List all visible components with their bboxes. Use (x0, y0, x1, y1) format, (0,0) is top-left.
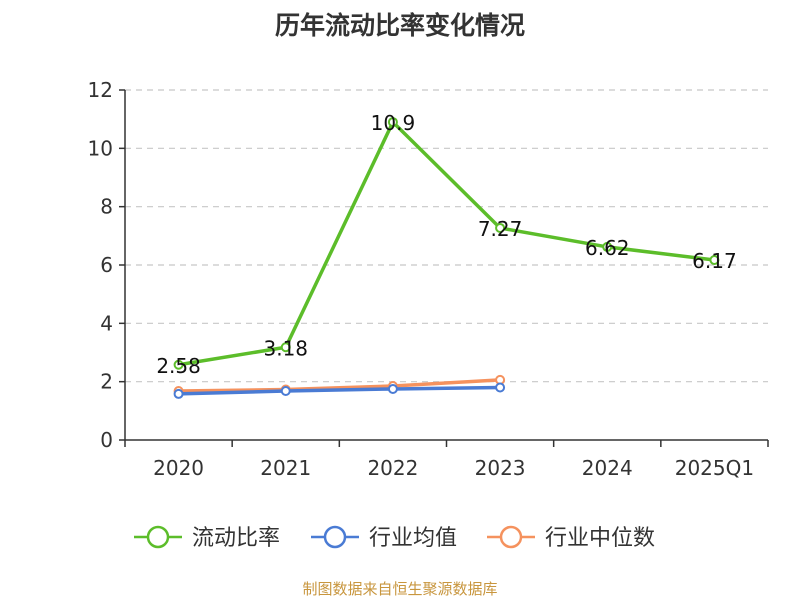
x-tick-label: 2025Q1 (675, 456, 754, 480)
legend-label: 流动比率 (192, 526, 280, 551)
data-label: 6.62 (585, 236, 630, 260)
data-label: 2.58 (156, 354, 201, 378)
series-layer (173, 117, 720, 399)
x-tick-label: 2024 (582, 456, 633, 480)
grid-lines (125, 89, 768, 383)
data-labels: 2.58 3.18 10.9 7.27 6.62 6.17 (156, 111, 736, 378)
legend-swatch-marker (323, 525, 347, 549)
axes (119, 89, 769, 447)
legend-label: 行业中位数 (545, 526, 655, 551)
chart-title: 历年流动比率变化情况 (274, 11, 525, 40)
legend[interactable]: 流动比率 行业均值 行业中位数 (134, 525, 655, 551)
data-label: 6.17 (692, 249, 737, 273)
y-tick-label: 8 (100, 195, 113, 219)
data-label: 3.18 (263, 336, 308, 360)
x-axis-ticks: 2020 2021 2022 2023 2024 2025Q1 (153, 456, 754, 480)
series-line-1 (178, 385, 501, 396)
data-point (280, 386, 291, 396)
y-tick-label: 6 (100, 253, 113, 277)
series-line-2 (178, 378, 501, 393)
data-point (495, 222, 506, 233)
data-point (709, 255, 720, 266)
series-line-0 (178, 120, 715, 367)
y-axis-ticks: 0 2 4 6 8 10 12 (88, 78, 113, 452)
data-label: 10.9 (371, 111, 416, 135)
data-label: 7.27 (478, 217, 523, 241)
data-point (387, 117, 398, 128)
y-tick-label: 10 (88, 136, 113, 160)
x-tick-label: 2022 (367, 456, 418, 480)
data-point (387, 383, 398, 394)
y-tick-label: 0 (100, 428, 113, 452)
x-tick-label: 2021 (260, 456, 311, 480)
data-point (173, 388, 184, 399)
data-point (280, 342, 291, 353)
legend-swatch-marker (146, 525, 170, 549)
data-point (173, 359, 184, 370)
y-tick-label: 12 (88, 78, 113, 102)
legend-label: 行业均值 (369, 526, 457, 551)
y-tick-label: 4 (100, 311, 113, 335)
y-tick-label: 2 (100, 370, 113, 394)
legend-swatch-marker (499, 525, 523, 549)
data-point (495, 382, 506, 393)
x-tick-label: 2020 (153, 456, 204, 480)
data-point (602, 241, 613, 252)
x-tick-label: 2023 (475, 456, 526, 480)
source-note: 制图数据来自恒生聚源数据库 (302, 580, 498, 598)
